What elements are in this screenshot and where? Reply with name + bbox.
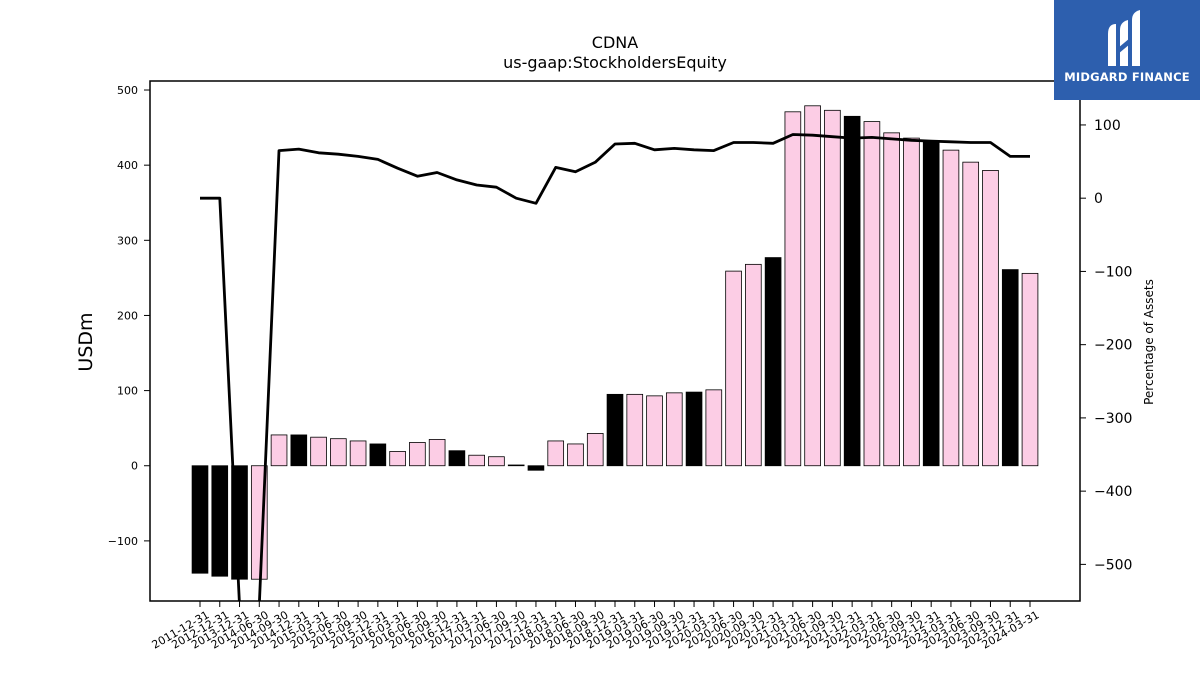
bar-2015-12-31 bbox=[369, 443, 387, 467]
chart-title: CDNA bbox=[592, 33, 638, 52]
bar-2021-09-30 bbox=[824, 109, 841, 467]
bar-2017-06-30 bbox=[488, 456, 505, 467]
midgard-m-logo-icon bbox=[1108, 10, 1140, 66]
bar-2016-06-30 bbox=[409, 442, 426, 467]
y2-tick-label: −400 bbox=[1094, 484, 1132, 500]
bar-2016-09-30 bbox=[428, 439, 446, 467]
y-tick-label: 500 bbox=[117, 84, 138, 97]
bar-2020-03-31 bbox=[705, 389, 723, 467]
bar-2019-06-30 bbox=[646, 395, 663, 467]
bar-2017-03-31 bbox=[468, 454, 485, 467]
bar-2020-06-30 bbox=[725, 270, 742, 467]
y-tick-label: 300 bbox=[117, 234, 138, 247]
chart-subtitle: us-gaap:StockholdersEquity bbox=[503, 53, 727, 72]
midgard-finance-logo: MIDGARD FINANCE bbox=[1054, 0, 1200, 100]
bar-2022-12-31 bbox=[922, 141, 940, 467]
bar-2022-06-30 bbox=[883, 132, 900, 467]
bar-2012-12-31 bbox=[211, 465, 229, 577]
y2-tick-label: −500 bbox=[1094, 557, 1132, 573]
y2-tick-label: 0 bbox=[1094, 191, 1103, 207]
bar-2018-09-30 bbox=[586, 433, 604, 467]
bar-2022-09-30 bbox=[903, 137, 920, 467]
bar-2015-06-30 bbox=[330, 438, 347, 467]
bar-2017-09-30 bbox=[507, 464, 525, 467]
bar-2014-09-30 bbox=[270, 434, 288, 467]
y-tick-label: −100 bbox=[108, 535, 138, 548]
y-tick-label: 100 bbox=[117, 385, 138, 398]
y2-tick-label: −200 bbox=[1094, 338, 1132, 354]
bar-2021-03-31 bbox=[784, 111, 802, 467]
line-series-layer bbox=[200, 133, 1030, 601]
bar-2023-03-31 bbox=[942, 149, 960, 467]
bar-2020-12-31 bbox=[764, 257, 782, 467]
bar-2022-03-31 bbox=[863, 121, 881, 467]
y-tick-label: 0 bbox=[131, 460, 138, 473]
bar-2018-12-31 bbox=[606, 393, 624, 467]
plot-frame bbox=[149, 80, 1081, 602]
bar-2015-09-30 bbox=[349, 440, 367, 467]
bar-2016-03-31 bbox=[389, 451, 406, 467]
bar-2011-12-31 bbox=[191, 465, 209, 574]
bar-2023-09-30 bbox=[982, 170, 999, 467]
y2-tick-label: −100 bbox=[1094, 264, 1132, 280]
brand-name: MIDGARD FINANCE bbox=[1064, 70, 1190, 84]
bar-2023-06-30 bbox=[962, 161, 980, 467]
y-tick-label: 400 bbox=[117, 159, 138, 172]
bar-2020-09-30 bbox=[745, 263, 762, 467]
y-axis-label: USDm bbox=[75, 312, 97, 371]
bar-2021-06-30 bbox=[804, 105, 821, 467]
bar-2017-12-31 bbox=[527, 465, 545, 471]
y2-tick-label: 100 bbox=[1094, 118, 1121, 134]
bar-2015-03-31 bbox=[310, 436, 327, 467]
bar-2024-03-31 bbox=[1021, 272, 1039, 467]
y-tick-label: 200 bbox=[117, 309, 138, 322]
bar-2019-03-31 bbox=[626, 393, 644, 467]
bar-2019-09-30 bbox=[665, 392, 683, 467]
bar-2019-12-31 bbox=[685, 391, 703, 467]
bar-2016-12-31 bbox=[448, 450, 466, 467]
bar-2018-06-30 bbox=[567, 443, 584, 467]
bar-2021-12-31 bbox=[843, 115, 861, 467]
bar-series bbox=[191, 105, 1039, 580]
y2-axis-label: Percentage of Assets bbox=[1142, 279, 1156, 405]
bar-2014-12-31 bbox=[290, 434, 308, 467]
y2-tick-label: −300 bbox=[1094, 411, 1132, 427]
axes: −100 0 100 200 300 400 500 −500 −400 −300 −200 −100… bbox=[108, 80, 1132, 652]
percentage-of-assets-line bbox=[200, 133, 1030, 601]
bar-2023-12-31 bbox=[1001, 269, 1019, 467]
bar-2018-03-31 bbox=[547, 440, 565, 467]
